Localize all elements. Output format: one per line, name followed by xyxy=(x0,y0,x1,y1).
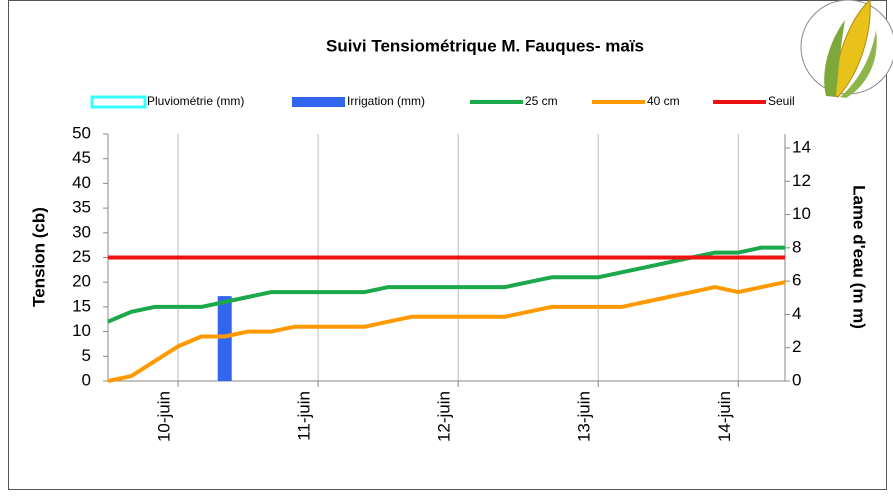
y2-tick-label: 0 xyxy=(792,370,801,389)
legend-label: Seuil xyxy=(768,94,795,108)
chart: Suivi Tensiométrique M. Fauques- maïs Te… xyxy=(0,0,893,499)
y-tick-label: 40 xyxy=(72,173,91,192)
y-tick-label: 25 xyxy=(72,247,91,266)
legend-label: 25 cm xyxy=(525,94,558,108)
legend-swatch xyxy=(292,97,345,107)
x-tick-label: 11-juin xyxy=(295,391,314,441)
y-tick-label: 50 xyxy=(72,123,91,142)
legend-label: Pluviométrie (mm) xyxy=(147,94,244,108)
legend-label: 40 cm xyxy=(647,94,680,108)
legend-label: Irrigation (mm) xyxy=(347,94,425,108)
bar xyxy=(218,296,232,381)
x-tick-label: 10-juin xyxy=(155,391,174,442)
y-tick-label: 10 xyxy=(72,321,91,340)
legend-swatch xyxy=(92,97,145,107)
x-tick-label: 12-juin xyxy=(435,391,454,442)
y2-axis-title: Lame d'eau (m m) xyxy=(850,185,869,329)
y2-tick-label: 4 xyxy=(792,304,801,323)
y2-tick-label: 10 xyxy=(792,204,811,223)
y2-tick-label: 12 xyxy=(792,171,811,190)
x-tick-label: 14-juin xyxy=(715,391,734,442)
y-tick-label: 35 xyxy=(72,198,91,217)
y-axis-title: Tension (cb) xyxy=(29,207,48,307)
y2-tick-label: 14 xyxy=(792,137,811,156)
y-tick-label: 20 xyxy=(72,272,91,291)
y-tick-label: 30 xyxy=(72,222,91,241)
y-tick-label: 0 xyxy=(82,370,91,389)
chart-title: Suivi Tensiométrique M. Fauques- maïs xyxy=(326,36,644,55)
x-tick-label: 13-juin xyxy=(575,391,594,442)
y2-tick-label: 8 xyxy=(792,237,801,256)
y2-tick-label: 6 xyxy=(792,271,801,290)
y-tick-label: 5 xyxy=(82,346,91,365)
y2-tick-label: 2 xyxy=(792,337,801,356)
y-tick-label: 15 xyxy=(72,296,91,315)
y-tick-label: 45 xyxy=(72,148,91,167)
